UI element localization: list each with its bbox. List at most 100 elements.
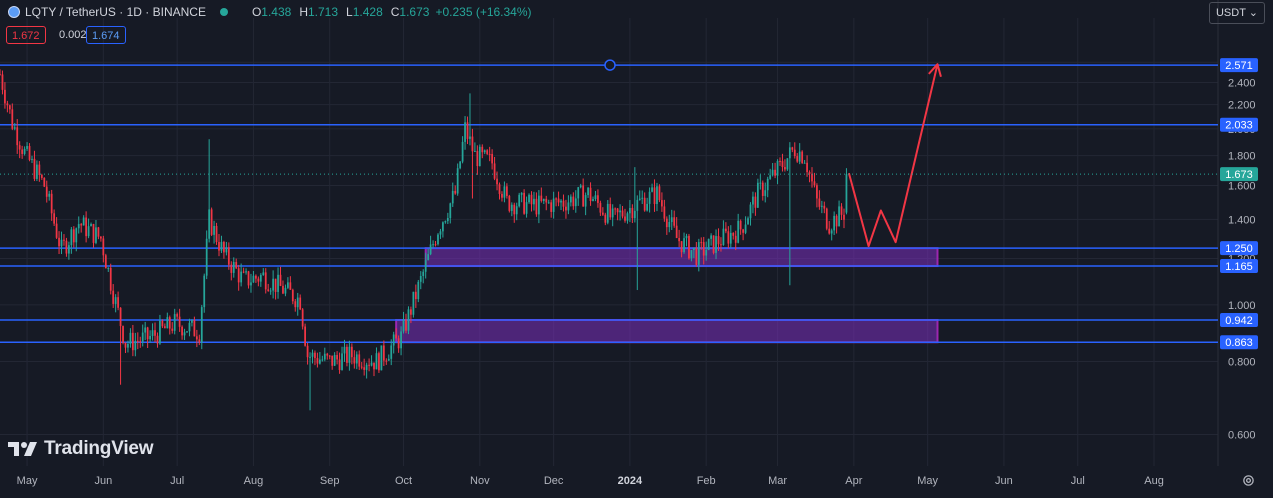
candle-body — [333, 354, 336, 366]
candle-body — [144, 327, 147, 333]
candle-body — [567, 202, 570, 211]
candle-body — [306, 345, 309, 358]
candle-body — [488, 153, 491, 155]
candle-body — [722, 228, 725, 245]
low-value: 1.428 — [352, 5, 383, 19]
candle-body — [407, 309, 410, 331]
price-tick-label: 0.600 — [1228, 430, 1256, 442]
candle-body — [523, 192, 525, 214]
candle-body — [257, 278, 260, 282]
candle-body — [48, 193, 51, 197]
last-price-tag — [1220, 167, 1258, 182]
candle-body — [584, 195, 587, 207]
candle-body — [40, 174, 43, 178]
candle-body — [518, 194, 521, 207]
candle-body — [493, 163, 496, 179]
candle-body — [80, 224, 83, 226]
buy-price-button[interactable]: 1.674 — [86, 26, 126, 44]
candle-body — [250, 282, 252, 286]
candle-body — [341, 353, 343, 370]
candle-body — [503, 186, 506, 198]
candle-body — [695, 247, 698, 265]
candle-body — [779, 160, 781, 162]
horizontal-levels[interactable] — [0, 59, 1218, 343]
candle-body — [16, 127, 19, 146]
candle-body — [87, 226, 90, 237]
projection-path[interactable] — [847, 63, 942, 248]
candle-body — [803, 162, 806, 164]
candle-body — [547, 202, 550, 204]
gear-icon[interactable] — [1242, 474, 1255, 487]
candle-body — [134, 340, 137, 351]
time-tick-label: Oct — [395, 475, 412, 487]
candle-body — [75, 228, 78, 243]
candle-body — [838, 206, 840, 227]
high-label: H — [299, 5, 308, 19]
candle-body — [85, 217, 88, 237]
candle-body — [178, 316, 181, 327]
candle-body — [97, 227, 100, 237]
candle-body — [139, 341, 142, 343]
currency-select[interactable]: USDT ⌄ — [1208, 2, 1265, 24]
sell-price-button[interactable]: 1.672 — [6, 26, 46, 44]
level-price-tag — [1220, 58, 1258, 73]
candle-body — [55, 223, 58, 238]
candle-body — [724, 228, 727, 232]
candle-body — [400, 331, 402, 349]
last-price-label: 1.673 — [1225, 169, 1253, 181]
candle-body — [284, 287, 287, 294]
candle-body — [195, 336, 198, 340]
candle-body — [60, 239, 63, 247]
candle-body — [769, 175, 772, 179]
candle-body — [210, 209, 213, 235]
candle-body — [515, 206, 518, 215]
candle-body — [141, 332, 144, 342]
candle-body — [309, 356, 311, 358]
candle-body — [562, 200, 565, 207]
candle-body — [616, 208, 619, 213]
tradingview-logo[interactable]: TradingView — [8, 438, 154, 460]
low-label: L — [346, 5, 353, 19]
time-tick-label: Mar — [768, 475, 787, 487]
candle-body — [688, 235, 690, 259]
candle-body — [683, 238, 685, 253]
candle-body — [796, 156, 799, 162]
candle-body — [579, 185, 582, 188]
candle-body — [348, 346, 351, 363]
candle-body — [798, 151, 801, 162]
candle-body — [247, 271, 250, 286]
level-price-label: 2.033 — [1225, 120, 1253, 132]
candle-body — [264, 272, 267, 290]
open-value: 1.438 — [261, 5, 292, 19]
candle-body — [230, 264, 233, 273]
candle-body — [31, 158, 33, 160]
candle-body — [227, 247, 230, 265]
candle-body — [378, 353, 380, 371]
level-price-label: 0.863 — [1225, 337, 1253, 349]
candle-body — [510, 204, 513, 211]
candle-body — [368, 364, 370, 366]
candle-body — [533, 198, 535, 205]
candle-body — [181, 326, 183, 336]
candle-body — [525, 202, 528, 214]
candle-body — [732, 232, 735, 236]
price-axis[interactable]: 2.6002.4002.2002.0001.8001.6001.4001.200… — [1220, 57, 1258, 442]
candle-body — [444, 221, 447, 223]
change-value: +0.235 (+16.34%) — [435, 5, 532, 19]
time-tick-label: Feb — [697, 475, 716, 487]
support-zone — [395, 318, 939, 344]
candle-body — [131, 332, 134, 351]
candle-body — [552, 198, 555, 212]
candle-body — [793, 149, 796, 157]
candle-body — [555, 198, 557, 200]
candle-body — [727, 231, 730, 244]
symbol-title[interactable]: LQTY / TetherUS · 1D · BINANCE — [25, 5, 206, 19]
candle-body — [36, 164, 38, 179]
candlestick-series — [0, 69, 848, 411]
candle-body — [486, 150, 489, 154]
candle-body — [289, 282, 292, 290]
candle-body — [589, 187, 592, 201]
time-axis[interactable]: May Jun Jul Aug Sep Oct Nov Dec 2024 Feb Mar Apr May… — [17, 475, 1164, 487]
candle-body — [840, 206, 843, 215]
